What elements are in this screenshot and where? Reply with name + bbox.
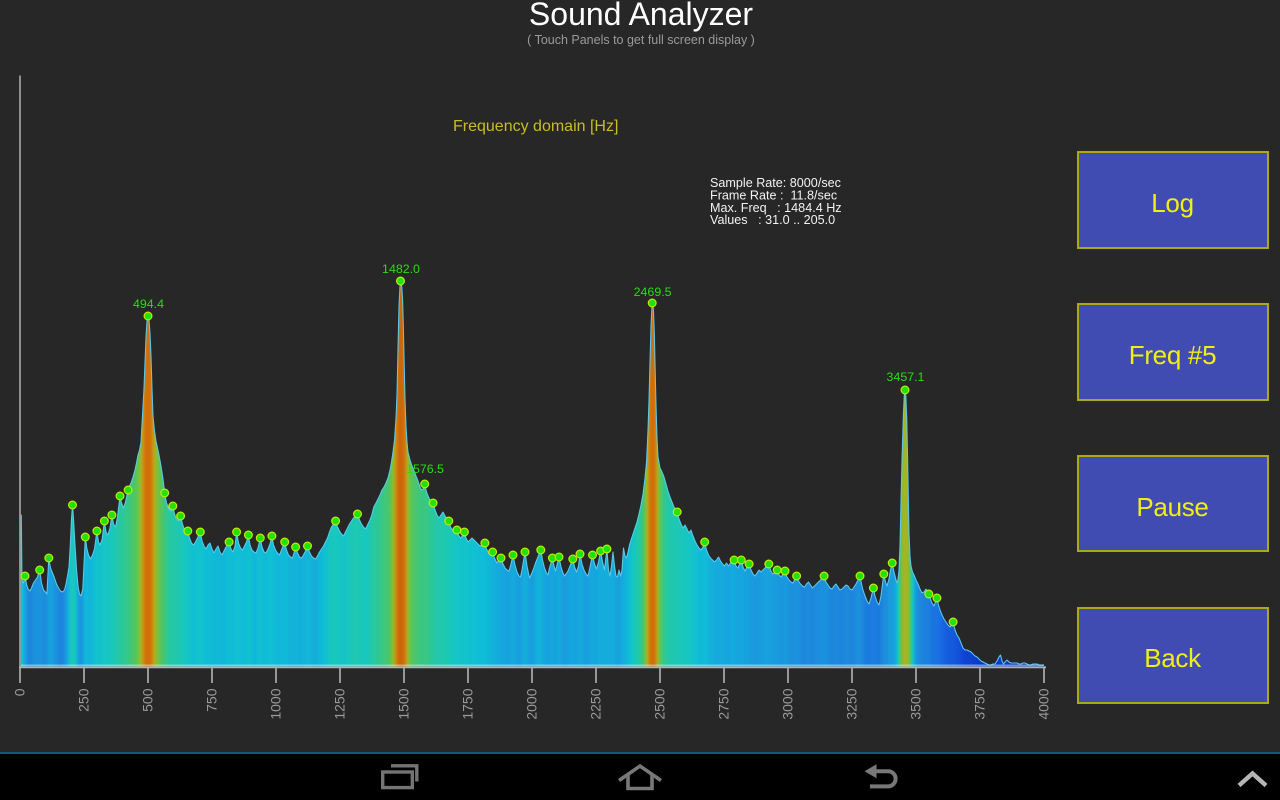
svg-text:2250: 2250 (588, 688, 604, 719)
svg-text:2469.5: 2469.5 (634, 285, 672, 299)
svg-text:494.4: 494.4 (133, 297, 164, 311)
svg-text:3457.1: 3457.1 (887, 370, 925, 384)
svg-text:750: 750 (204, 688, 220, 712)
svg-text:1500: 1500 (396, 688, 412, 719)
svg-text:1250: 1250 (332, 688, 348, 719)
svg-text:3750: 3750 (972, 688, 988, 719)
svg-text:3500: 3500 (908, 688, 924, 719)
svg-text:1000: 1000 (268, 688, 284, 719)
svg-text:Frequency domain [Hz]: Frequency domain [Hz] (453, 118, 618, 135)
svg-text:1576.5: 1576.5 (406, 462, 444, 476)
svg-text:0: 0 (12, 688, 28, 696)
svg-text:4000: 4000 (1036, 688, 1052, 719)
svg-text:3000: 3000 (780, 688, 796, 719)
svg-text:1750: 1750 (460, 688, 476, 719)
svg-text:Sample Rate: 8000/sec: Sample Rate: 8000/sec (710, 176, 841, 190)
svg-text:500: 500 (140, 688, 156, 712)
svg-text:1482.0: 1482.0 (382, 262, 420, 276)
svg-text:2750: 2750 (716, 688, 732, 719)
svg-text:2000: 2000 (524, 688, 540, 719)
svg-text:Max. Freq : 1484.4 Hz: Max. Freq : 1484.4 Hz (710, 201, 842, 215)
svg-text:Values : 31.0 .. 205.0: Values : 31.0 .. 205.0 (710, 213, 835, 227)
svg-text:3250: 3250 (844, 688, 860, 719)
svg-text:2500: 2500 (652, 688, 668, 719)
svg-text:250: 250 (76, 688, 92, 712)
svg-text:Frame Rate : 11.8/sec: Frame Rate : 11.8/sec (710, 188, 837, 202)
